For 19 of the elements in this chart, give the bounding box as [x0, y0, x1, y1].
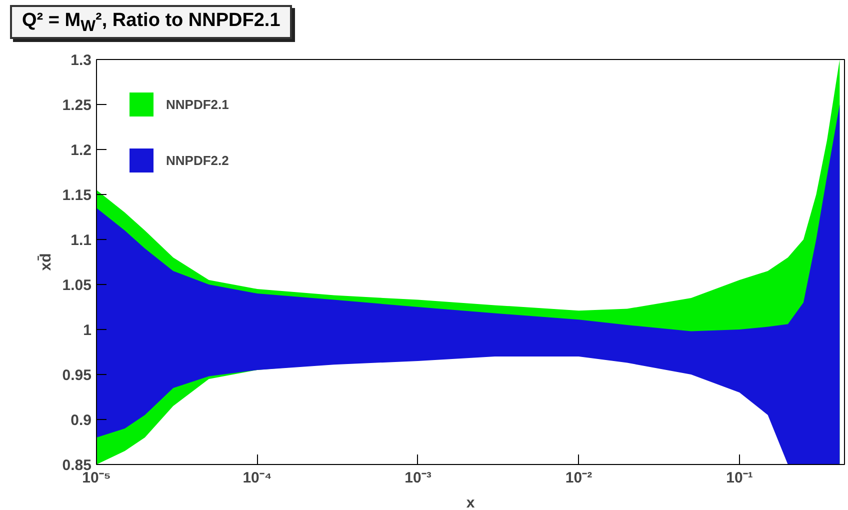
x-tick-label: 10⁻⁴ [242, 470, 272, 486]
legend-label: NNPDF2.1 [166, 96, 229, 112]
y-tick-label: 1.1 [70, 232, 92, 249]
y-tick-label: 1.3 [70, 52, 92, 69]
x-tick-label: 10⁻² [565, 470, 592, 486]
y-tick-label: 0.9 [70, 412, 92, 429]
y-tick-label: 1.15 [62, 187, 92, 204]
x-tick-label: 10⁻³ [404, 470, 432, 486]
y-tick-label: 1 [83, 322, 92, 339]
chart-title: Q² = M$_{W}$², Ratio to NNPDF2.1 [22, 9, 280, 37]
y-tick-label: 1.25 [62, 97, 92, 114]
y-tick-label: 0.95 [62, 367, 92, 384]
y-tick-label: 1.05 [62, 277, 92, 294]
x-tick-label: 10⁻¹ [726, 470, 753, 486]
x-tick-label: 10⁻⁵ [82, 470, 111, 486]
y-tick-label: 1.2 [70, 142, 92, 159]
legend-label: NNPDF2.2 [166, 152, 229, 168]
y-axis-title: xd̄ [37, 253, 54, 271]
x-axis-title: x [466, 494, 476, 510]
